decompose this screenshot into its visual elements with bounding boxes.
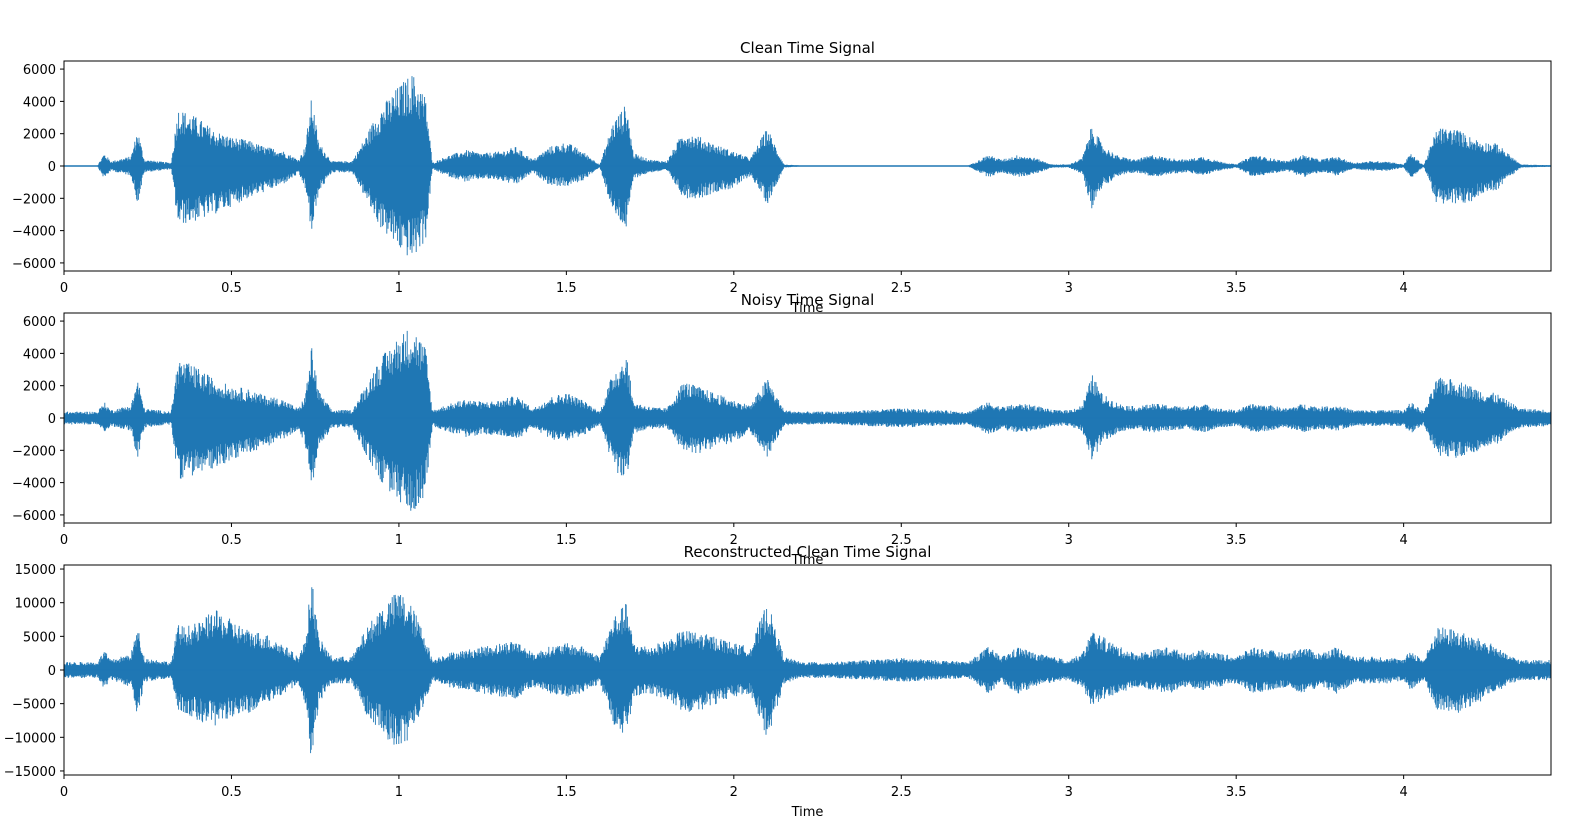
x-tick-label: 0.5 (221, 281, 242, 296)
x-tick-label: 3 (1065, 785, 1073, 800)
x-tick-label: 0 (60, 533, 68, 548)
x-tick-label: 0 (60, 281, 68, 296)
y-tick-label: −5000 (12, 698, 56, 713)
x-tick-label: 3 (1065, 533, 1073, 548)
y-tick-label: −6000 (12, 257, 56, 272)
x-tick-label: 3 (1065, 281, 1073, 296)
y-tick-label: −2000 (12, 192, 56, 207)
x-tick-label: 3.5 (1226, 533, 1247, 548)
x-tick-label: 0 (60, 785, 68, 800)
y-tick-label: 0 (48, 664, 56, 679)
y-tick-label: 4000 (23, 347, 56, 362)
x-tick-label: 4 (1399, 533, 1407, 548)
x-tick-label: 2.5 (891, 785, 912, 800)
x-tick-label: 3.5 (1226, 281, 1247, 296)
x-axis-label: Time (791, 805, 824, 820)
x-tick-label: 1.5 (556, 281, 577, 296)
y-tick-label: 6000 (23, 63, 56, 78)
x-tick-label: 2.5 (891, 533, 912, 548)
y-tick-label: −4000 (12, 225, 56, 240)
x-tick-label: 1.5 (556, 533, 577, 548)
y-tick-label: −10000 (4, 731, 56, 746)
x-tick-label: 1 (395, 281, 403, 296)
x-tick-label: 1.5 (556, 785, 577, 800)
y-tick-label: 0 (48, 412, 56, 427)
chart-title: Noisy Time Signal (741, 291, 875, 309)
chart-title: Clean Time Signal (740, 39, 875, 57)
x-tick-label: 1 (395, 785, 403, 800)
waveform-series (63, 330, 1552, 511)
y-tick-label: 2000 (23, 128, 56, 143)
y-tick-label: 2000 (23, 380, 56, 395)
y-tick-label: 15000 (15, 563, 56, 578)
chart-title: Reconstructed Clean Time Signal (684, 543, 932, 561)
x-tick-label: 4 (1399, 281, 1407, 296)
y-tick-label: −15000 (4, 765, 56, 780)
y-tick-label: −2000 (12, 444, 56, 459)
x-tick-label: 2.5 (891, 281, 912, 296)
x-tick-label: 2 (730, 533, 738, 548)
y-tick-label: 5000 (23, 630, 56, 645)
y-tick-label: 0 (48, 160, 56, 175)
y-tick-label: 6000 (23, 315, 56, 330)
y-tick-label: −4000 (12, 477, 56, 492)
x-axis-label: Time (791, 553, 824, 568)
x-tick-label: 1 (395, 533, 403, 548)
x-tick-label: 2 (730, 785, 738, 800)
y-tick-label: −6000 (12, 509, 56, 524)
x-tick-label: 3.5 (1226, 785, 1247, 800)
x-tick-label: 4 (1399, 785, 1407, 800)
x-tick-label: 2 (730, 281, 738, 296)
x-axis-label: Time (791, 301, 824, 316)
y-tick-label: 4000 (23, 95, 56, 110)
x-tick-label: 0.5 (221, 785, 242, 800)
y-tick-label: 10000 (15, 597, 56, 612)
x-tick-label: 0.5 (221, 533, 242, 548)
